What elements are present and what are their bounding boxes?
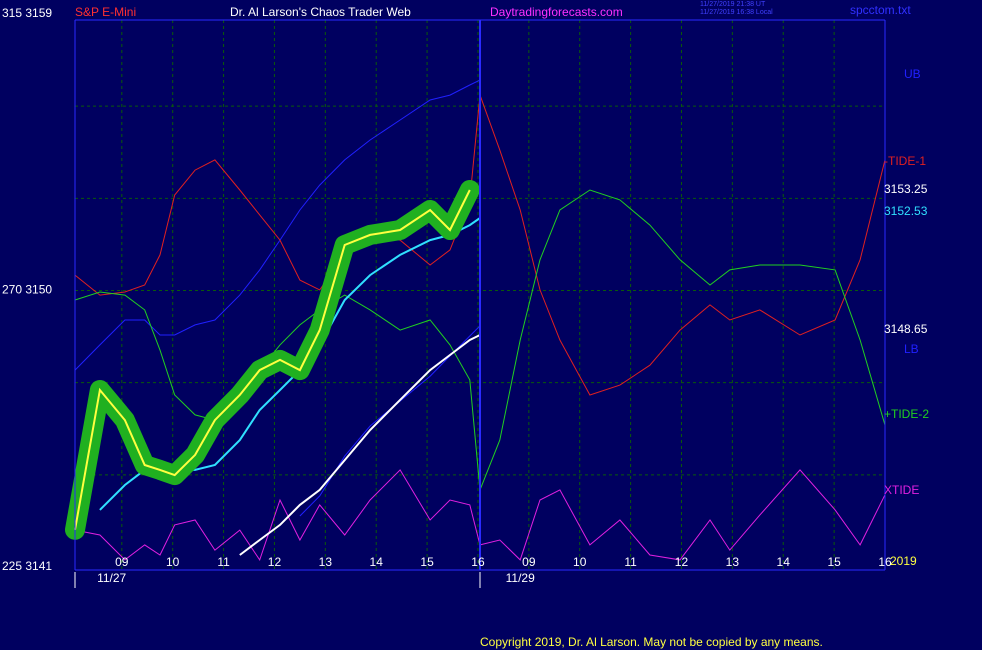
symbol: S&P E-Mini [75,5,136,19]
date-label: 11/29 [506,571,535,585]
timestamp: 11/27/2019 21:38 UT [700,1,766,8]
series-line [74,469,886,562]
x-tick-label: 09 [115,555,129,569]
site: Daytradingforecasts.com [490,5,623,19]
x-tick-label: 10 [573,555,587,569]
chart-title: Dr. Al Larson's Chaos Trader Web [230,5,411,19]
series-line [74,94,886,396]
x-tick-label: 15 [827,555,841,569]
x-tick-label: 13 [726,555,740,569]
x-tick-label: 16 [471,555,485,569]
year: 2019 [890,554,917,568]
series-label: UB [904,67,921,81]
x-tick-label: 09 [522,555,536,569]
series-label: -TIDE-1 [884,154,926,168]
x-tick-label: 16 [878,555,892,569]
timestamp: 11/27/2019 16:38 Local [700,9,773,16]
y-tick-label: 315 3159 [2,6,52,20]
series-line [74,189,886,491]
series-label: +TIDE-2 [884,407,929,421]
series-line [74,79,481,371]
labels: 225 3141 270 3150 315 3159 09 10 11 12 13 14 15 16… [2,6,929,585]
lines [65,79,886,562]
file-name: spcctom.txt [850,3,911,17]
series-line [239,334,481,556]
series-label: XTIDE [884,483,919,497]
copyright: Copyright 2019, Dr. Al Larson. May not b… [480,635,823,649]
x-tick-label: 10 [166,555,180,569]
x-tick-label: 12 [268,555,282,569]
x-tick-label: 14 [777,555,791,569]
x-tick-label: 11 [217,555,230,569]
series-label: 3152.53 [884,204,928,218]
x-tick-label: 11 [624,555,637,569]
series-label: 3148.65 [884,322,928,336]
series-line [74,189,471,530]
x-tick-label: 14 [370,555,384,569]
series-label: 3153.25 [884,182,928,196]
x-tick-label: 13 [319,555,333,569]
date-label: 11/27 [97,571,126,585]
series-label: LB [904,342,919,356]
x-tick-label: 12 [675,555,689,569]
x-tick-label: 15 [420,555,434,569]
y-tick-label: 225 3141 [2,559,52,573]
y-tick-label: 270 3150 [2,283,52,297]
